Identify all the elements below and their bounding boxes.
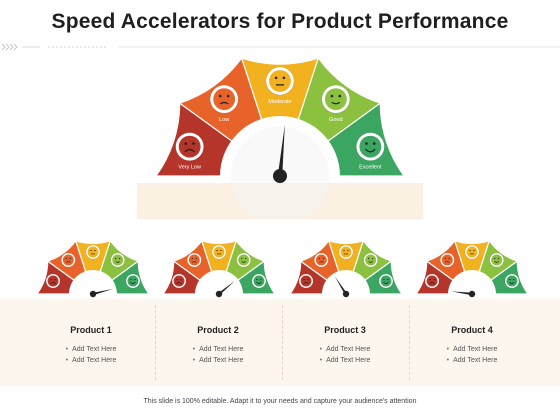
products-strip <box>0 299 560 386</box>
page-title: Speed Accelerators for Product Performan… <box>51 10 509 33</box>
gauge-segment-excellent <box>111 259 149 295</box>
list-item: • Add Text Here <box>319 357 371 364</box>
segment-label: Moderate <box>268 99 291 105</box>
gauge-needle <box>218 280 235 295</box>
list-item: • Add Text Here <box>65 346 117 353</box>
gauge-segment-good: Good <box>297 58 382 142</box>
gauge-needle-hub <box>342 290 350 298</box>
gauge-dial <box>448 270 496 294</box>
gauge-needle-hub <box>215 290 223 298</box>
gauge-dial <box>195 270 243 294</box>
segment-label: Low <box>219 117 229 123</box>
gauge-segment-very-low <box>163 259 201 295</box>
gauge-segment-excellent: Excellent <box>327 101 406 177</box>
frown-face-icon <box>440 252 455 268</box>
list-item: • Add Text Here <box>446 357 498 364</box>
product-bullets: • Add Text Here • Add Text Here <box>285 344 405 366</box>
neutral-face-icon <box>85 244 101 260</box>
frown-face-icon <box>61 252 76 268</box>
gauge-dial <box>69 270 117 294</box>
product-title: Product 2 <box>197 325 239 335</box>
gauge-segment-excellent <box>237 259 275 295</box>
gauge-segment-very-low <box>416 259 454 295</box>
product-2-gauge <box>163 239 275 298</box>
gauge-segment-low <box>172 239 213 281</box>
card-divider <box>155 305 157 380</box>
gauge-needle-hub <box>273 169 287 183</box>
neutral-face-icon <box>464 244 480 260</box>
gauge-needle-hub <box>468 290 476 298</box>
neutral-face-icon <box>265 66 295 96</box>
product-bullets: • Add Text Here • Add Text Here <box>31 344 151 366</box>
gauge-needle <box>334 276 348 295</box>
list-item: • Add Text Here <box>319 346 371 353</box>
gauge-segment-moderate <box>453 239 491 273</box>
list-item: • Add Text Here <box>192 346 244 353</box>
gauge-segment-moderate: Moderate <box>241 58 319 123</box>
product-4-gauge <box>416 239 528 298</box>
happy-face-icon <box>125 273 141 289</box>
frown-face-icon <box>209 84 239 114</box>
happy-face-icon <box>356 132 385 161</box>
product-bullets: • Add Text Here • Add Text Here <box>412 344 532 366</box>
product-card-2: Product 2 • Add Text Here • Add Text Here <box>158 299 278 386</box>
list-item: • Add Text Here <box>446 346 498 353</box>
gauge-needle <box>451 291 473 296</box>
neutral-face-icon <box>338 244 354 260</box>
main-speed-gauge: Very Low Low Moderate Good Excellent <box>154 58 406 218</box>
gauge-needle <box>92 288 113 296</box>
sad-face-icon <box>298 273 314 289</box>
card-divider <box>282 305 284 380</box>
smile-face-icon <box>321 84 351 114</box>
neutral-face-icon <box>211 244 227 260</box>
happy-face-icon <box>378 273 394 289</box>
gauge-segment-moderate <box>327 239 365 273</box>
card-divider <box>409 305 411 380</box>
sad-face-icon <box>175 132 204 161</box>
sad-face-icon <box>45 273 61 289</box>
smile-face-icon <box>363 252 378 268</box>
gauge-needle-hub <box>89 290 97 298</box>
gauge-needle <box>277 124 285 177</box>
product-title: Product 3 <box>324 325 366 335</box>
product-card-3: Product 3 • Add Text Here • Add Text Here <box>285 299 405 386</box>
gauge-dial <box>322 270 370 294</box>
footer-note: This slide is 100% editable. Adapt it to… <box>143 398 417 405</box>
list-item: • Add Text Here <box>65 357 117 364</box>
happy-face-icon <box>504 273 520 289</box>
list-item: • Add Text Here <box>192 357 244 364</box>
product-bullets: • Add Text Here • Add Text Here <box>158 344 278 366</box>
smile-face-icon <box>236 252 251 268</box>
frown-face-icon <box>314 252 329 268</box>
sad-face-icon <box>424 273 440 289</box>
smile-face-icon <box>110 252 125 268</box>
gauge-segment-low: Low <box>178 58 263 142</box>
gauge-segment-very-low: Very Low <box>154 101 233 177</box>
product-title: Product 4 <box>451 325 493 335</box>
segment-label: Excellent <box>359 165 382 171</box>
title-decoration <box>1 43 560 51</box>
frown-face-icon <box>187 252 202 268</box>
happy-face-icon <box>251 273 267 289</box>
segment-label: Good <box>329 117 342 123</box>
smile-face-icon <box>489 252 504 268</box>
product-title: Product 1 <box>70 325 112 335</box>
product-1-gauge <box>37 239 149 298</box>
sad-face-icon <box>171 273 187 289</box>
segment-label: Very Low <box>178 165 201 171</box>
product-card-1: Product 1 • Add Text Here • Add Text Here <box>31 299 151 386</box>
gauge-segment-very-low <box>290 259 328 295</box>
product-3-gauge <box>290 239 402 298</box>
product-card-4: Product 4 • Add Text Here • Add Text Here <box>412 299 532 386</box>
